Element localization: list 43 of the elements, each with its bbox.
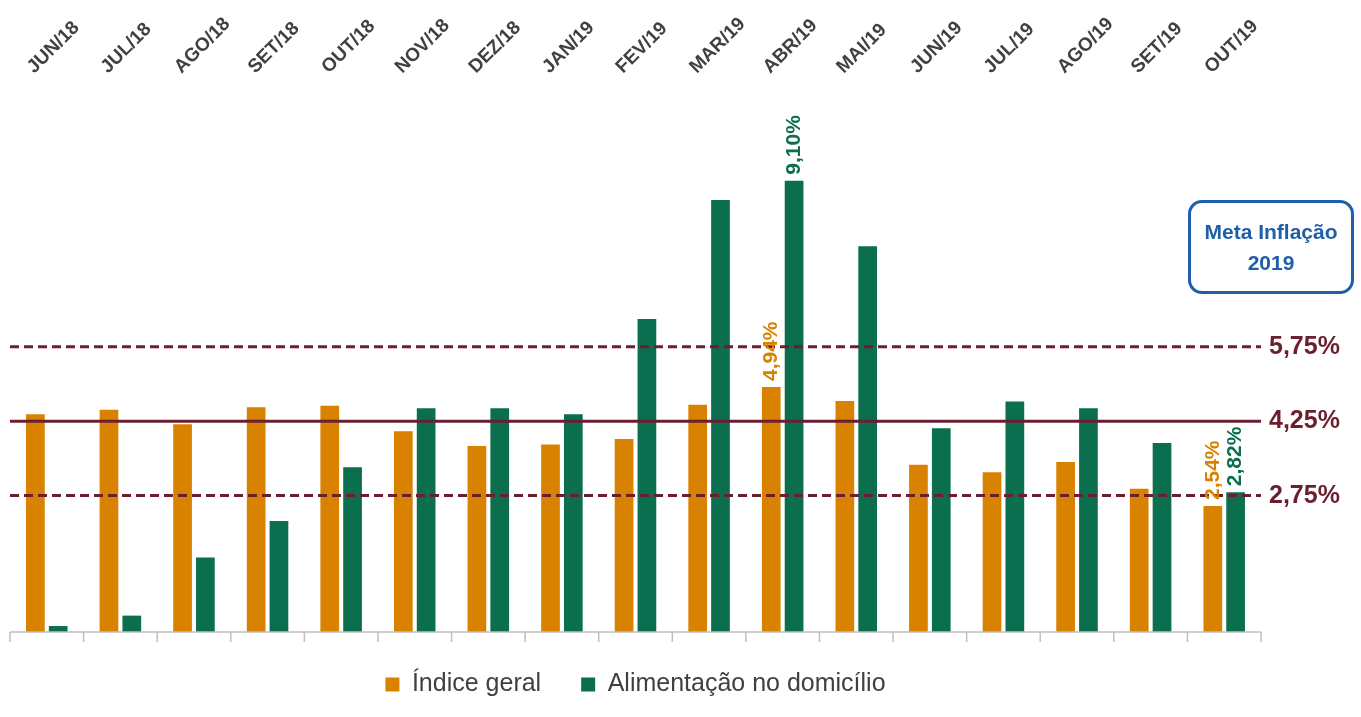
- bar: [467, 446, 487, 632]
- bar: [982, 472, 1002, 632]
- annotation: Meta Inflação 2019: [1188, 200, 1354, 294]
- ref-line-label: 5,75%: [1269, 330, 1340, 359]
- data-label: 9,10%: [780, 114, 804, 175]
- bar: [122, 615, 142, 632]
- bar: [1056, 461, 1075, 632]
- bar: [99, 409, 119, 632]
- bar: [1005, 401, 1025, 632]
- bar: [835, 400, 855, 632]
- ref-line-label: 4,25%: [1269, 405, 1340, 434]
- legend-label: Índice geral: [411, 668, 542, 697]
- bar: [931, 428, 951, 632]
- data-label: 2,82%: [1222, 426, 1246, 487]
- data-label: 4,94%: [758, 321, 782, 381]
- bar: [343, 467, 362, 632]
- bar: [784, 180, 804, 632]
- bar: [688, 404, 708, 632]
- bar: [858, 246, 878, 632]
- bar: [196, 557, 215, 632]
- bar: [614, 439, 634, 632]
- bar: [541, 444, 560, 632]
- bar: [1203, 506, 1223, 632]
- bar: [490, 408, 510, 632]
- bar: [1226, 492, 1245, 632]
- bar: [563, 414, 583, 632]
- bar: [1129, 488, 1149, 632]
- bar: [269, 520, 289, 632]
- bar: [26, 414, 45, 632]
- bar: [173, 424, 192, 632]
- bar: [1152, 443, 1172, 632]
- bar: [393, 431, 413, 632]
- bar: [761, 387, 781, 632]
- bar: [320, 405, 340, 632]
- bar: [637, 319, 657, 632]
- bar: [246, 407, 266, 632]
- data-label: 2,54%: [1199, 440, 1223, 501]
- legend-label: Alimentação no domicílio: [607, 668, 886, 697]
- bar: [416, 408, 436, 632]
- bar: [1079, 408, 1098, 632]
- bar: [909, 464, 928, 632]
- ref-line-label: 2,75%: [1269, 479, 1340, 508]
- bar: [711, 200, 730, 632]
